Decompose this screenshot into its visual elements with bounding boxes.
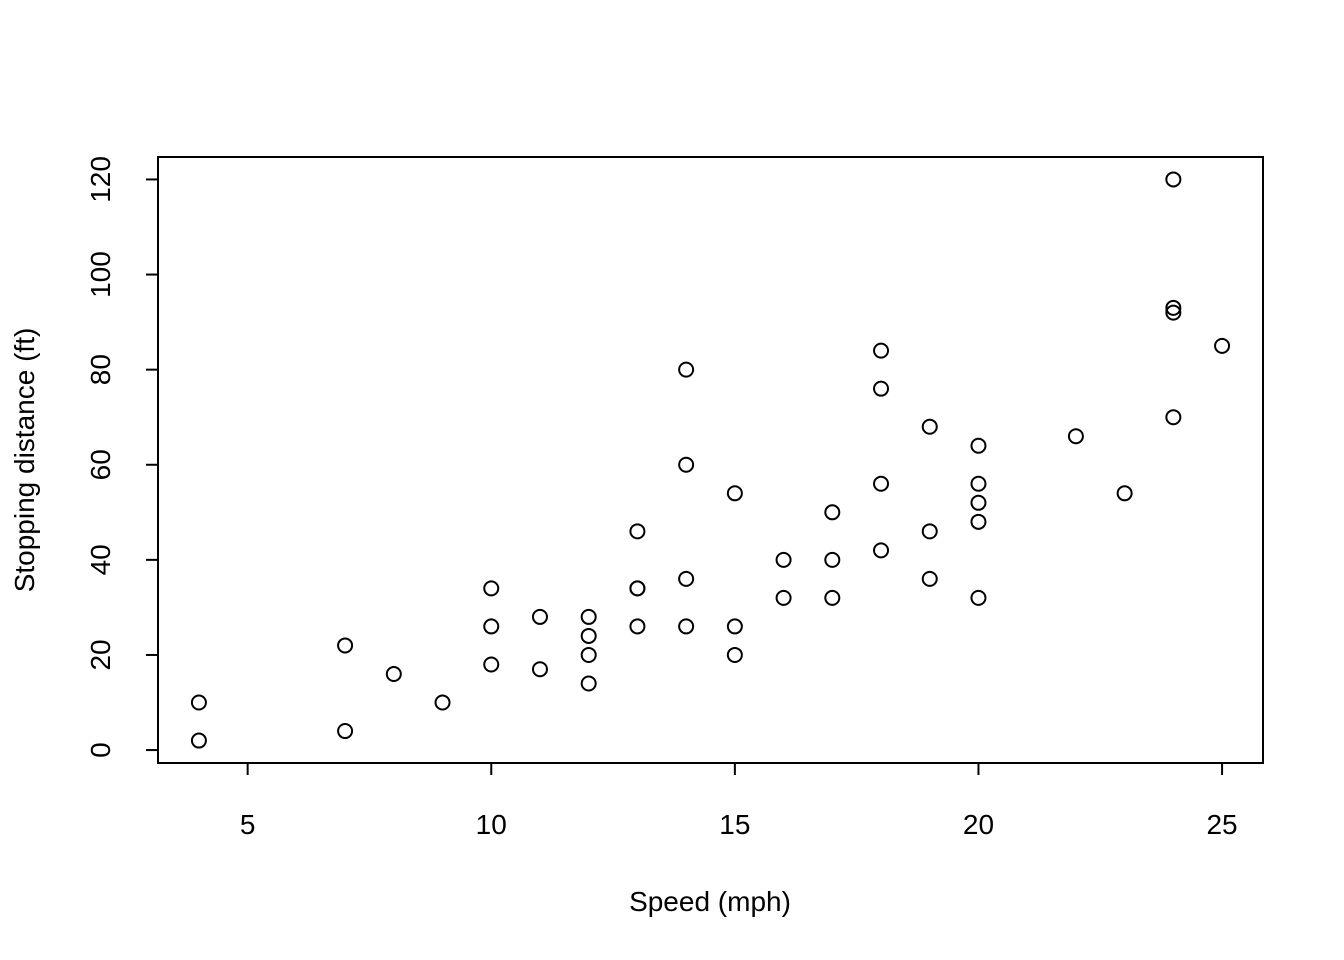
y-tick-label: 40 — [85, 544, 116, 575]
data-point — [580, 608, 597, 625]
data-point — [678, 618, 695, 635]
data-point — [775, 551, 792, 568]
data-point — [726, 646, 743, 663]
data-point — [483, 618, 500, 635]
y-tick-label: 100 — [85, 251, 116, 298]
data-point — [824, 504, 841, 521]
data-point — [775, 589, 792, 606]
data-points — [190, 171, 1231, 749]
data-point — [678, 570, 695, 587]
data-point — [531, 661, 548, 678]
data-point — [1165, 171, 1182, 188]
data-point — [970, 437, 987, 454]
data-point — [629, 580, 646, 597]
data-point — [921, 418, 938, 435]
data-point — [921, 570, 938, 587]
data-point — [1214, 337, 1231, 354]
data-point — [483, 656, 500, 673]
data-point — [580, 646, 597, 663]
data-point — [678, 361, 695, 378]
data-point — [629, 618, 646, 635]
y-tick-label: 60 — [85, 449, 116, 480]
data-point — [970, 475, 987, 492]
data-point — [1165, 304, 1182, 321]
data-point — [824, 551, 841, 568]
data-point — [337, 723, 354, 740]
data-point — [873, 380, 890, 397]
data-point — [726, 485, 743, 502]
y-tick-label: 20 — [85, 639, 116, 670]
data-point — [678, 456, 695, 473]
x-tick-label: 5 — [240, 809, 256, 840]
data-point — [1165, 409, 1182, 426]
x-tick-label: 10 — [476, 809, 507, 840]
x-axis-title: Speed (mph) — [629, 886, 791, 917]
data-point — [970, 494, 987, 511]
x-axis: 5 10 15 20 25 — [240, 762, 1238, 840]
data-point — [970, 513, 987, 530]
x-tick-label: 25 — [1206, 809, 1237, 840]
data-point — [970, 589, 987, 606]
data-point — [629, 523, 646, 540]
x-tick-label: 20 — [963, 809, 994, 840]
data-point — [824, 589, 841, 606]
y-axis: 0 20 40 60 80 100 120 — [85, 156, 159, 758]
data-point — [531, 608, 548, 625]
y-axis-title: Stopping distance (ft) — [9, 328, 40, 593]
data-point — [1067, 428, 1084, 445]
data-point — [1165, 299, 1182, 316]
data-point — [873, 475, 890, 492]
data-point — [385, 665, 402, 682]
x-tick-label: 15 — [719, 809, 750, 840]
data-point — [190, 732, 207, 749]
data-point — [921, 523, 938, 540]
data-point — [873, 542, 890, 559]
y-tick-label: 120 — [85, 156, 116, 203]
data-point — [190, 694, 207, 711]
y-tick-label: 0 — [85, 742, 116, 758]
data-point — [726, 618, 743, 635]
data-point — [580, 627, 597, 644]
data-point — [873, 342, 890, 359]
data-point — [483, 580, 500, 597]
data-point — [337, 637, 354, 654]
data-point — [434, 694, 451, 711]
y-tick-label: 80 — [85, 354, 116, 385]
data-point — [580, 675, 597, 692]
data-point — [1116, 485, 1133, 502]
plot-frame — [157, 156, 1264, 764]
